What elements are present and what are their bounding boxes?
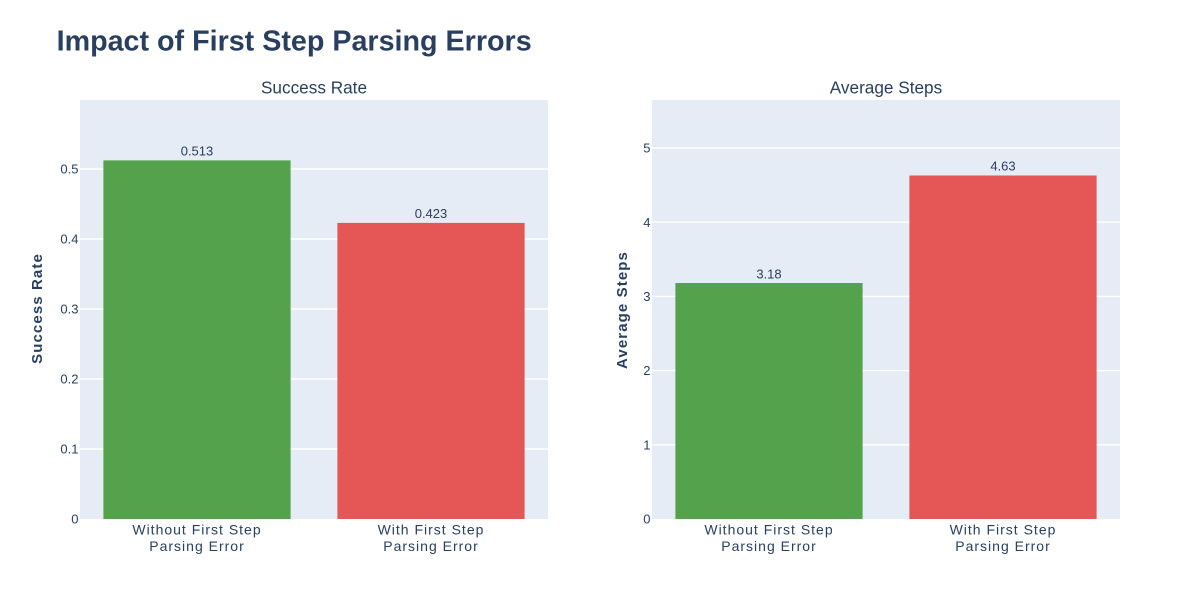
svg-text:Parsing Error: Parsing Error <box>383 538 478 554</box>
svg-text:Success Rate: Success Rate <box>261 78 367 98</box>
svg-text:Without First Step: Without First Step <box>704 522 833 538</box>
svg-text:Parsing Error: Parsing Error <box>721 538 816 554</box>
svg-text:Parsing Error: Parsing Error <box>955 538 1050 554</box>
svg-text:1: 1 <box>643 437 650 452</box>
svg-text:2: 2 <box>643 363 650 378</box>
svg-text:4.63: 4.63 <box>990 158 1015 173</box>
svg-text:Parsing Error: Parsing Error <box>149 538 244 554</box>
svg-text:0.2: 0.2 <box>60 372 78 387</box>
svg-text:Average Steps: Average Steps <box>614 251 631 369</box>
svg-text:4: 4 <box>643 215 650 230</box>
svg-text:0.5: 0.5 <box>60 162 78 177</box>
svg-text:Average Steps: Average Steps <box>830 78 942 98</box>
svg-text:Without First Step: Without First Step <box>132 522 261 538</box>
svg-text:Success Rate: Success Rate <box>29 253 46 364</box>
svg-text:3.18: 3.18 <box>756 266 781 281</box>
svg-text:With First Step: With First Step <box>950 522 1057 538</box>
svg-text:With First Step: With First Step <box>378 522 485 538</box>
svg-text:3: 3 <box>643 289 650 304</box>
svg-text:5: 5 <box>643 141 650 156</box>
svg-text:0.4: 0.4 <box>60 232 78 247</box>
svg-text:0.423: 0.423 <box>415 206 448 221</box>
svg-text:Impact of First Step Parsing E: Impact of First Step Parsing Errors <box>57 25 532 57</box>
svg-text:0.1: 0.1 <box>60 442 78 457</box>
svg-text:0: 0 <box>643 512 650 527</box>
svg-text:0: 0 <box>71 512 78 527</box>
svg-text:0.513: 0.513 <box>181 143 214 158</box>
svg-text:0.3: 0.3 <box>60 302 78 317</box>
